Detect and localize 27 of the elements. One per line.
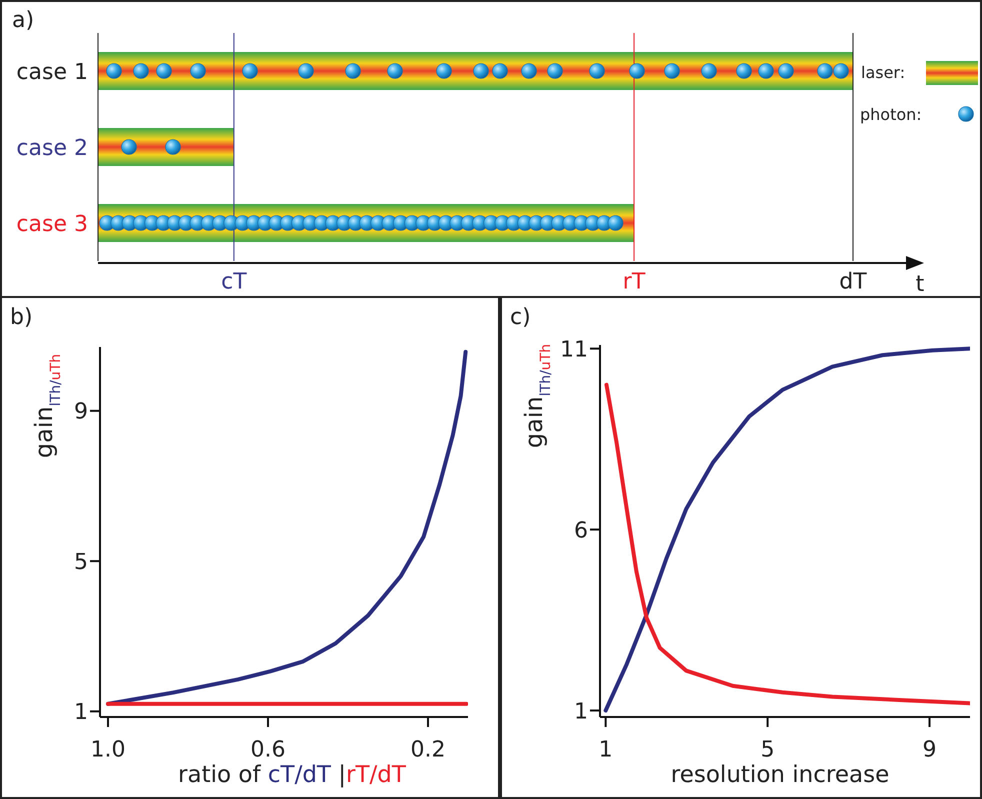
ref-line-label: rT: [622, 270, 646, 295]
chart-title: c): [510, 305, 531, 330]
x-tick-label: 0.6: [250, 738, 286, 763]
y-tick-label: 6: [574, 518, 588, 544]
y-tick-label: case 1: [16, 60, 88, 85]
x-axis-title: resolution increase: [670, 762, 890, 788]
x-tick-label: 5: [760, 738, 775, 763]
y-tick-label: 11: [560, 337, 588, 362]
text: laser:: [861, 63, 906, 82]
x-axis-title: ratio of cT/dT |rT/dT: [178, 762, 407, 788]
chart-title: b): [10, 305, 33, 330]
y-tick-label: 9: [74, 400, 88, 425]
x-tick-label: 9: [922, 738, 937, 763]
text: photon:: [860, 105, 922, 124]
x-tick-label: 1: [598, 738, 613, 763]
x-tick-label: 0.2: [410, 738, 446, 763]
ref-line-label: dT: [839, 270, 868, 295]
y-tick-label: 1: [574, 699, 588, 724]
y-tick-label: 5: [74, 550, 88, 575]
y-tick-label: 1: [74, 700, 88, 726]
y-tick-label: case 2: [16, 136, 88, 161]
text: t: [916, 272, 925, 297]
line-series: [106, 350, 468, 706]
ref-line-label: cT: [221, 270, 248, 295]
x-tick-label: 1.0: [90, 738, 126, 763]
chart-title: a): [12, 8, 34, 33]
y-tick-label: case 3: [16, 212, 88, 237]
